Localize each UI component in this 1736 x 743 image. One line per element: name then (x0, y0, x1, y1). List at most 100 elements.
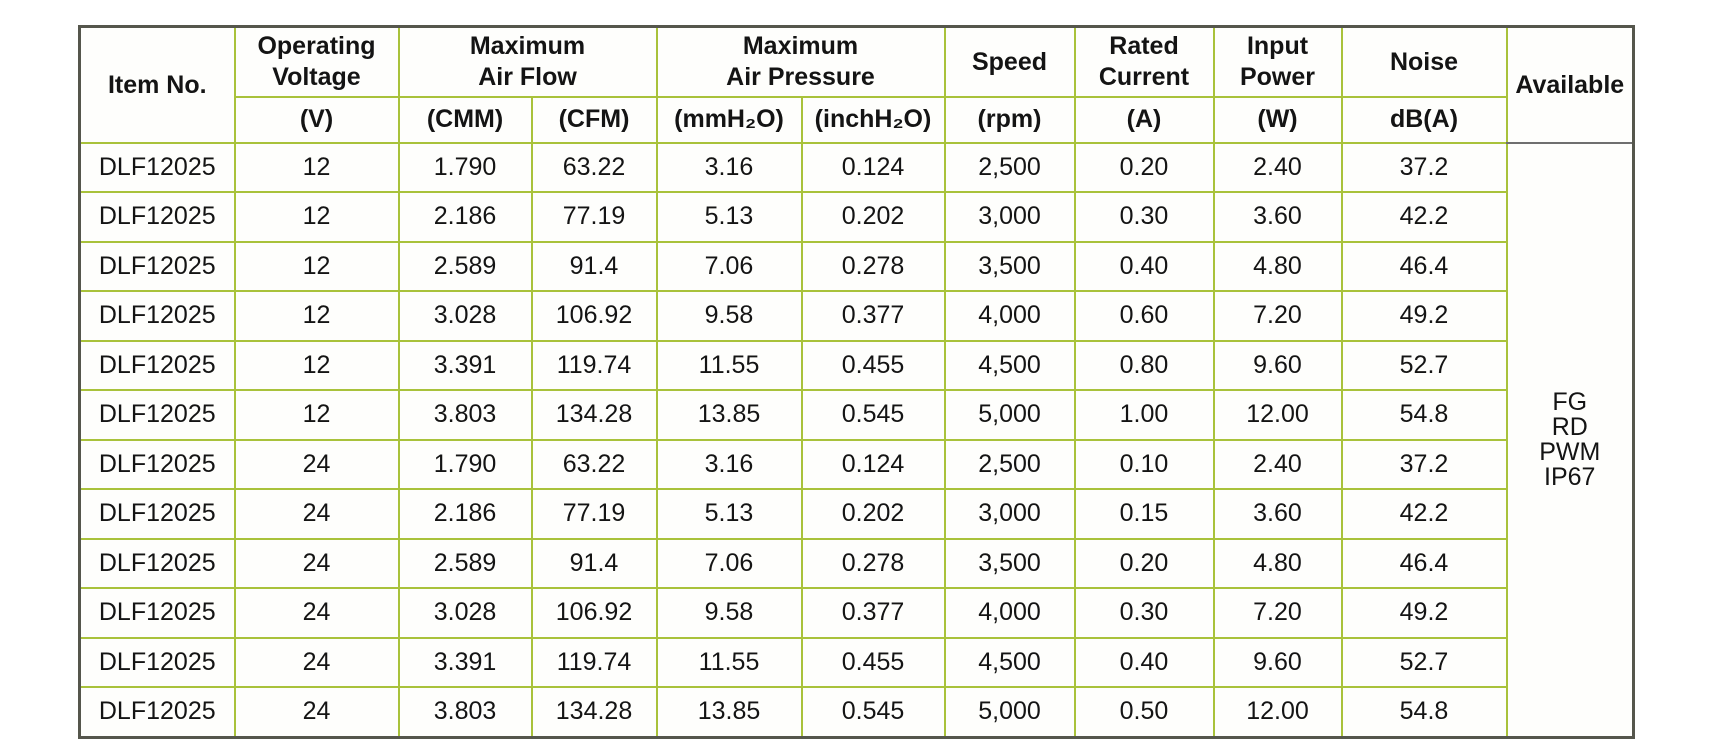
table-cell: 9.58 (655, 290, 803, 342)
table-row: DLF12025 24 1.790 63.22 3.16 0.124 2,500 0.10 2.… (78, 438, 1634, 490)
table-cell: 5.13 (655, 488, 803, 540)
table-cell: 0.50 (1073, 686, 1215, 738)
table-row: DLF12025 12 3.028 106.92 9.58 0.377 4,000 0.60 7… (78, 290, 1634, 342)
table-cell: DLF12025 (78, 438, 236, 490)
col-header-available: Available (1505, 25, 1635, 144)
table-cell: 0.202 (800, 191, 946, 243)
table-cell: 63.22 (530, 438, 658, 490)
table-cell: 63.22 (530, 141, 658, 193)
table-cell: DLF12025 (78, 537, 236, 589)
table-cell: 2.40 (1212, 438, 1343, 490)
table-row: DLF12025 24 2.186 77.19 5.13 0.202 3,000 0.15 3.… (78, 488, 1634, 540)
table-cell: DLF12025 (78, 141, 236, 193)
table-cell: 11.55 (655, 636, 803, 688)
table-cell: 0.278 (800, 240, 946, 292)
table-cell: 24 (233, 438, 400, 490)
table-cell: 12 (233, 339, 400, 391)
table-cell: 24 (233, 488, 400, 540)
table-cell: 13.85 (655, 389, 803, 441)
table-cell: 1.790 (397, 438, 533, 490)
table-cell: 12 (233, 290, 400, 342)
table-cell: 3.60 (1212, 191, 1343, 243)
col-header-noise: Noise (1340, 25, 1508, 98)
table-cell: 24 (233, 686, 400, 738)
col-header-rated-current: Rated Current (1073, 25, 1215, 98)
table-cell: 0.278 (800, 537, 946, 589)
table-cell: 3,500 (943, 240, 1076, 292)
table-cell: 2,500 (943, 438, 1076, 490)
table-cell: 4,000 (943, 290, 1076, 342)
table-cell: 9.60 (1212, 339, 1343, 391)
table-row: DLF12025 24 3.391 119.74 11.55 0.455 4,500 0.40… (78, 636, 1634, 688)
table-cell: 1.00 (1073, 389, 1215, 441)
table-cell: DLF12025 (78, 488, 236, 540)
table-cell: 46.4 (1340, 537, 1508, 589)
table-cell: 49.2 (1340, 290, 1508, 342)
table-cell: 0.15 (1073, 488, 1215, 540)
table-cell: 119.74 (530, 339, 658, 391)
table-cell: 2.589 (397, 537, 533, 589)
unit-ampere: (A) (1073, 95, 1215, 144)
table-cell: 24 (233, 636, 400, 688)
table-cell: 12.00 (1212, 686, 1343, 738)
table-cell: 0.545 (800, 389, 946, 441)
table-body: DLF12025 12 1.790 63.22 3.16 0.124 2,500 0.20 2.… (78, 141, 1635, 738)
header-row-groups: Item No. Operating Voltage Maximum Air F… (78, 25, 1635, 144)
table-cell: 3.391 (397, 636, 533, 688)
unit-voltage: (V) (233, 95, 400, 144)
table-cell: 12 (233, 191, 400, 243)
table-cell: 0.60 (1073, 290, 1215, 342)
table-cell: 5.13 (655, 191, 803, 243)
table-cell: 49.2 (1340, 587, 1508, 639)
table-cell: 3,000 (943, 191, 1076, 243)
table-cell: 0.30 (1073, 191, 1215, 243)
table-row: DLF12025 12 3.803 134.28 13.85 0.545 5,000 1.00… (78, 389, 1634, 441)
table-cell: 0.80 (1073, 339, 1215, 391)
table-row: DLF12025 12 2.589 91.4 7.06 0.278 3,500 0.40 4.8… (78, 240, 1634, 292)
unit-watt: (W) (1212, 95, 1343, 144)
col-header-max-air-flow: Maximum Air Flow (397, 25, 658, 98)
table-cell: 3.803 (397, 389, 533, 441)
table-cell: DLF12025 (78, 240, 236, 292)
table-cell: 9.58 (655, 587, 803, 639)
table-cell: 24 (233, 537, 400, 589)
table-cell: 3.60 (1212, 488, 1343, 540)
table-cell: DLF12025 (78, 339, 236, 391)
table-cell: 0.202 (800, 488, 946, 540)
table-cell: 42.2 (1340, 488, 1508, 540)
table-cell: 0.377 (800, 587, 946, 639)
unit-dba: dB(A) (1340, 95, 1508, 144)
table-cell: 2,500 (943, 141, 1076, 193)
col-header-operating-voltage: Operating Voltage (233, 25, 400, 98)
table-cell: DLF12025 (78, 636, 236, 688)
table-cell: 46.4 (1340, 240, 1508, 292)
table-cell: 7.06 (655, 240, 803, 292)
available-features-cell: FG RD PWM IP67 (1505, 141, 1635, 738)
table-cell: 54.8 (1340, 686, 1508, 738)
table-cell: 134.28 (530, 686, 658, 738)
table-cell: 3.16 (655, 141, 803, 193)
table-cell: 3.028 (397, 290, 533, 342)
table-cell: 0.455 (800, 339, 946, 391)
table-cell: 91.4 (530, 537, 658, 589)
table-cell: 1.790 (397, 141, 533, 193)
table-cell: 3.16 (655, 438, 803, 490)
table-cell: 77.19 (530, 488, 658, 540)
unit-cmm: (CMM) (397, 95, 533, 144)
col-header-max-air-pressure: Maximum Air Pressure (655, 25, 946, 98)
table-row: DLF12025 24 3.028 106.92 9.58 0.377 4,000 0.30 7… (78, 587, 1634, 639)
table-cell: 4,000 (943, 587, 1076, 639)
table-cell: 3,500 (943, 537, 1076, 589)
table-cell: 13.85 (655, 686, 803, 738)
unit-inchh2o: (inchH₂O) (800, 95, 946, 144)
table-cell: 24 (233, 587, 400, 639)
table-cell: 0.377 (800, 290, 946, 342)
table-cell: 37.2 (1340, 438, 1508, 490)
table-cell: DLF12025 (78, 686, 236, 738)
table-row: DLF12025 12 2.186 77.19 5.13 0.202 3,000 0.30 3.… (78, 191, 1634, 243)
table-header: Item No. Operating Voltage Maximum Air F… (78, 25, 1635, 144)
table-cell: 12 (233, 240, 400, 292)
table-row: DLF12025 12 3.391 119.74 11.55 0.455 4,500 0.80… (78, 339, 1634, 391)
unit-cfm: (CFM) (530, 95, 658, 144)
table-cell: 0.20 (1073, 537, 1215, 589)
